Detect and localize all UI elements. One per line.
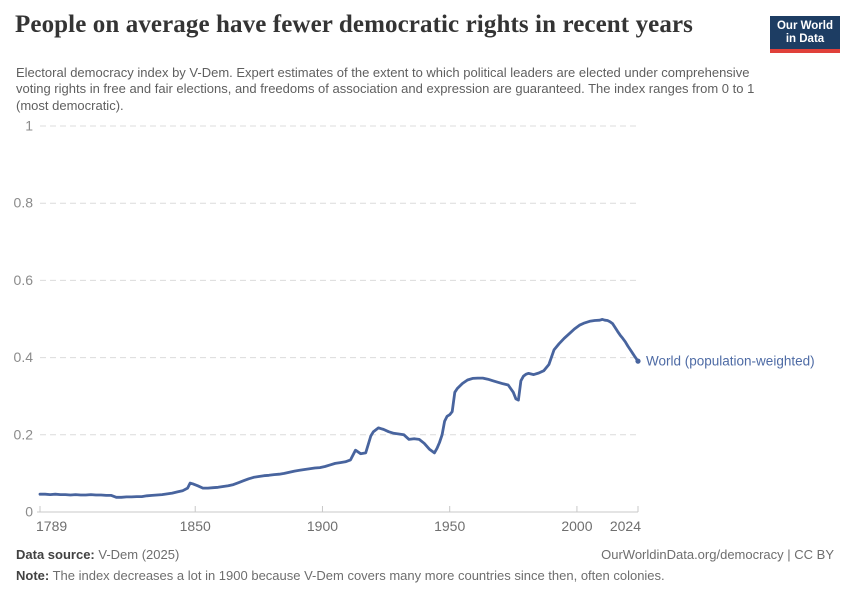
note-text: The index decreases a lot in 1900 becaus… [49, 568, 665, 583]
x-tick-label: 1900 [307, 518, 338, 534]
y-tick-label: 0.2 [14, 426, 34, 442]
owid-logo-line2: in Data [785, 33, 825, 45]
note-label: Note: [16, 568, 50, 583]
owid-logo-accent-bar [770, 49, 840, 53]
y-tick-label: 0 [25, 504, 33, 520]
datasource-value: V-Dem (2025) [94, 547, 180, 562]
datasource-label: Data source: [16, 547, 95, 562]
owid-logo-text: Our World in Data [770, 16, 840, 49]
y-tick-label: 0.8 [14, 195, 34, 211]
series-line[interactable] [38, 318, 640, 499]
x-tick-label: 2024 [610, 518, 641, 534]
series-label[interactable]: World (population-weighted) [646, 354, 815, 369]
owid-logo-line1: Our World [776, 20, 833, 32]
y-tick-label: 0.4 [14, 349, 34, 365]
x-tick-label: 1850 [180, 518, 211, 534]
owid-logo[interactable]: Our World in Data [770, 16, 840, 53]
footer-row-datasource: Data source: V-Dem (2025) OurWorldinData… [16, 547, 834, 562]
chart-subtitle: Electoral democracy index by V-Dem. Expe… [16, 65, 755, 113]
x-tick-label: 1950 [434, 518, 465, 534]
series-end-dot [635, 358, 641, 364]
y-tick-label: 1 [25, 118, 33, 134]
attribution-link[interactable]: OurWorldinData.org/democracy | CC BY [601, 547, 834, 562]
footer-row-note: Note: The index decreases a lot in 1900 … [16, 568, 834, 583]
x-tick-label: 2000 [561, 518, 592, 534]
page-title: People on average have fewer democratic … [15, 11, 693, 38]
y-tick-label: 0.6 [14, 272, 34, 288]
x-tick-label: 1789 [36, 518, 67, 534]
